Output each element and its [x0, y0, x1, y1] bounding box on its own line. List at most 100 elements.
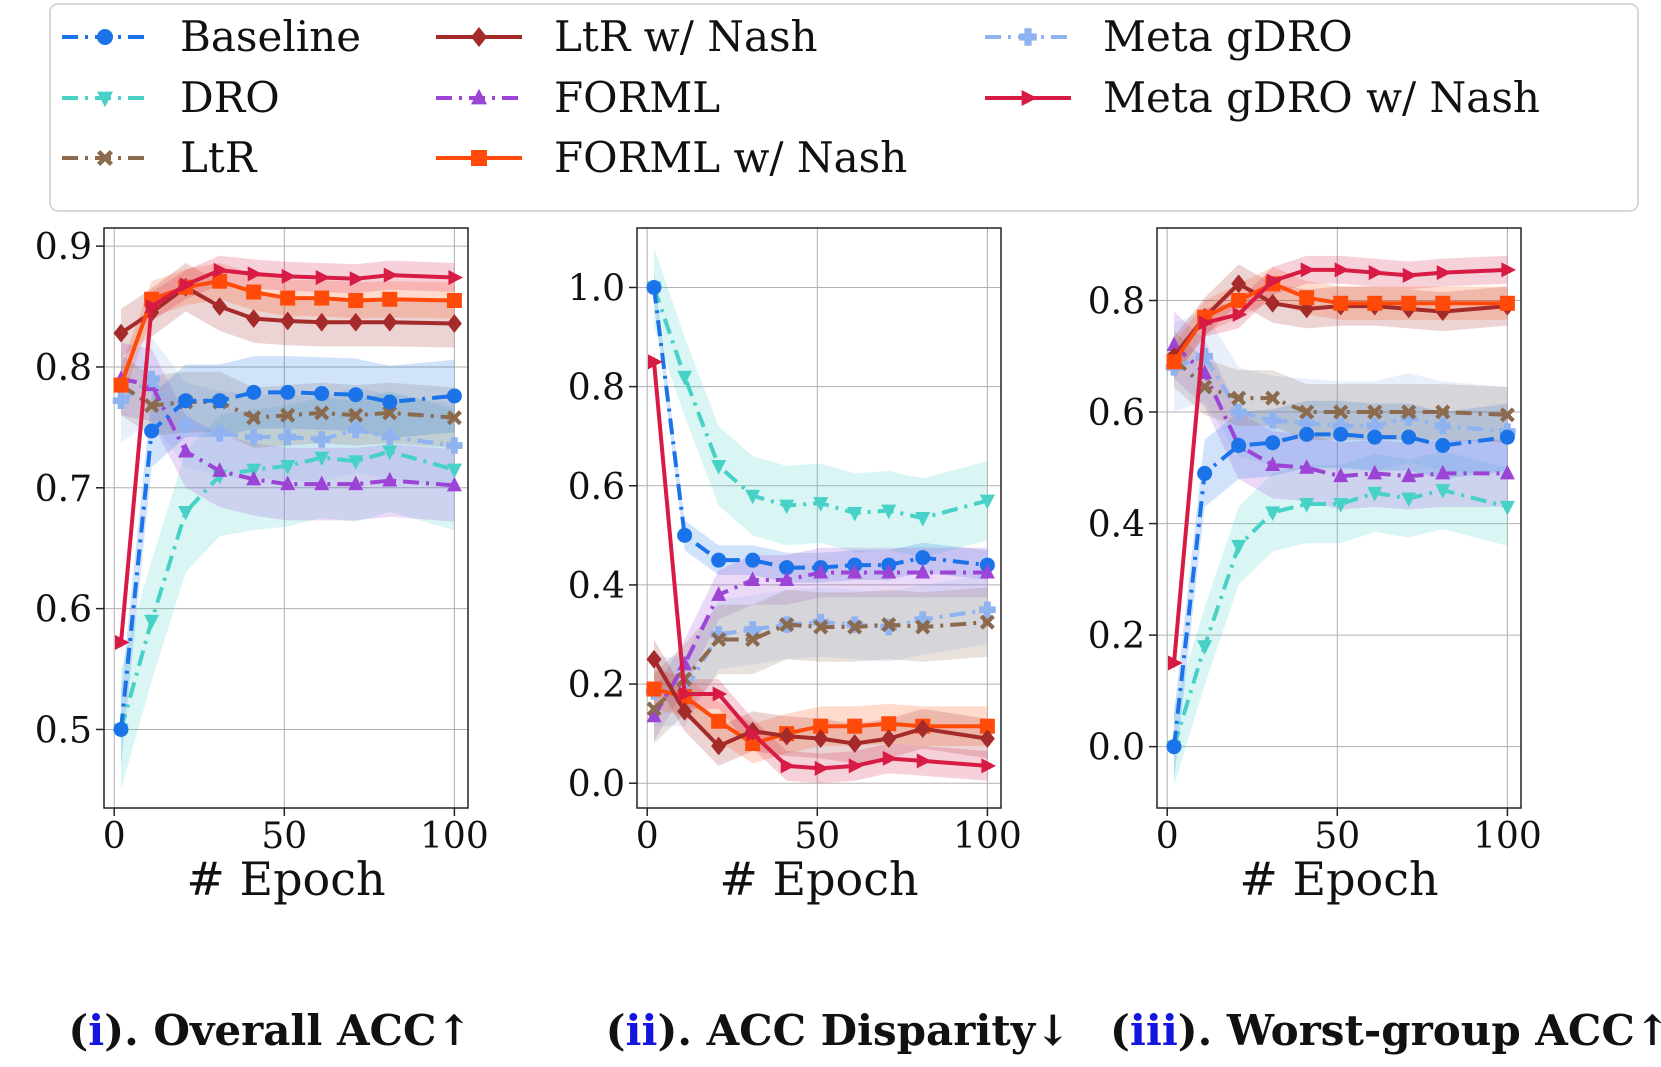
data-point-baseline — [348, 387, 364, 403]
data-point-baseline — [1499, 429, 1515, 445]
data-point-meta-gdro-nash — [882, 750, 898, 766]
data-point-forml — [813, 563, 829, 579]
x-tick-label: 100 — [953, 816, 1022, 857]
data-point-ltr — [1435, 404, 1451, 420]
data-point-meta-gdro — [1298, 414, 1315, 432]
band-ltr — [1174, 331, 1508, 443]
y-tick-label: 1.0 — [568, 268, 625, 309]
data-point-meta-gdro — [381, 428, 399, 446]
legend-item-dro: DRO — [62, 73, 280, 122]
data-point-forml-nash — [246, 284, 262, 300]
series-line-ltr — [652, 620, 988, 711]
data-point-baseline — [1367, 429, 1383, 445]
data-point-baseline — [113, 721, 129, 737]
data-point-meta-gdro — [744, 621, 761, 638]
data-point-meta-gdro-nash — [349, 271, 365, 287]
data-point-forml — [646, 707, 662, 723]
data-point-forml — [915, 563, 931, 579]
data-point-dro — [1197, 640, 1213, 655]
series-line-meta-gdro-nash — [1172, 267, 1508, 664]
data-point-ltr — [144, 398, 160, 414]
data-point-ltr-nash — [711, 736, 727, 756]
data-point-meta-gdro-nash — [1300, 262, 1316, 278]
data-point-forml-nash — [847, 718, 863, 734]
series-line-baseline — [1172, 432, 1508, 747]
data-point-forml-nash — [881, 716, 897, 732]
data-point-meta-gdro — [1196, 348, 1213, 365]
axes-frame — [1156, 227, 1522, 809]
data-point-meta-gdro-nash — [383, 267, 399, 283]
x-tick-label: 0 — [636, 816, 659, 857]
data-point-dro — [348, 455, 364, 470]
data-point-meta-gdro — [979, 601, 996, 618]
data-point-ltr — [979, 614, 995, 630]
data-point-ltr-nash — [348, 312, 364, 332]
data-point-meta-gdro — [313, 431, 330, 448]
data-point-dro — [1401, 492, 1417, 508]
data-point-baseline — [745, 552, 761, 568]
data-point-ltr-nash — [446, 314, 462, 333]
data-point-meta-gdro — [1434, 417, 1452, 435]
data-point-meta-gdro — [143, 370, 160, 388]
y-tick-label: 0.0 — [568, 764, 625, 805]
band-meta-gdro — [654, 575, 988, 727]
data-point-forml — [847, 563, 863, 579]
data-point-meta-gdro-nash — [1436, 265, 1452, 281]
data-point-ltr — [348, 407, 364, 423]
caption-overall-acc: (i). Overall ACC↑ — [68, 1006, 471, 1055]
legend-marker — [97, 29, 113, 45]
data-point-ltr — [881, 617, 897, 633]
band-ltr-nash — [121, 263, 455, 358]
legend-marker — [471, 150, 487, 166]
data-point-dro — [382, 445, 398, 461]
data-point-ltr — [382, 405, 398, 421]
data-point-dro — [677, 370, 693, 386]
data-point-dro — [1299, 498, 1315, 513]
y-tick-label: 0.6 — [1088, 393, 1145, 434]
data-point-meta-gdro-nash — [1168, 655, 1183, 671]
y-tick-label: 0.8 — [35, 348, 92, 389]
band-dro — [1174, 451, 1508, 786]
data-point-forml-nash — [813, 718, 829, 734]
legend-marker — [97, 150, 113, 166]
legend-item-baseline: Baseline — [62, 12, 361, 61]
legend-label: DRO — [180, 73, 280, 122]
data-point-dro — [745, 489, 761, 505]
band-meta-gdro — [1174, 311, 1508, 477]
band-baseline — [121, 356, 455, 766]
data-point-dro — [178, 505, 194, 521]
data-point-forml — [979, 563, 995, 579]
legend-item-meta-gdro-nash: Meta gDRO w/ Nash — [985, 73, 1540, 122]
data-point-meta-gdro-nash — [115, 634, 130, 650]
y-tick-label: 0.9 — [35, 227, 92, 268]
series-line-ltr-nash — [652, 658, 988, 749]
data-point-ltr-nash — [212, 297, 228, 316]
data-point-forml — [314, 475, 330, 491]
data-point-meta-gdro-nash — [814, 760, 830, 776]
series-line-ltr-nash — [119, 285, 455, 335]
data-point-forml — [280, 475, 296, 491]
data-point-baseline — [1299, 426, 1315, 442]
data-point-dro — [847, 507, 863, 522]
data-point-meta-gdro — [1332, 417, 1349, 435]
data-point-forml-nash — [382, 291, 398, 307]
y-tick-label: 0.6 — [35, 590, 92, 631]
series-line-forml-nash — [1172, 281, 1508, 363]
data-point-ltr-nash — [280, 311, 296, 331]
legend-label: FORML w/ Nash — [554, 133, 907, 182]
data-point-dro — [446, 463, 462, 479]
data-point-ltr — [246, 410, 262, 426]
axes-frame — [636, 227, 1002, 809]
legend-item-ltr: LtR — [62, 133, 258, 182]
data-point-meta-gdro — [211, 425, 228, 442]
legend-marker — [1021, 90, 1038, 106]
data-point-dro — [881, 504, 897, 520]
legend-item-forml: FORML — [436, 73, 720, 122]
data-point-meta-gdro-nash — [448, 270, 464, 286]
data-point-dro — [1435, 484, 1451, 499]
data-point-baseline — [446, 388, 462, 404]
data-point-meta-gdro-nash — [1501, 262, 1517, 278]
legend-label: Baseline — [180, 12, 361, 61]
data-point-meta-gdro — [446, 437, 463, 454]
caption-worst-group-acc: (iii). Worst-group ACC↑ — [1110, 1006, 1661, 1055]
